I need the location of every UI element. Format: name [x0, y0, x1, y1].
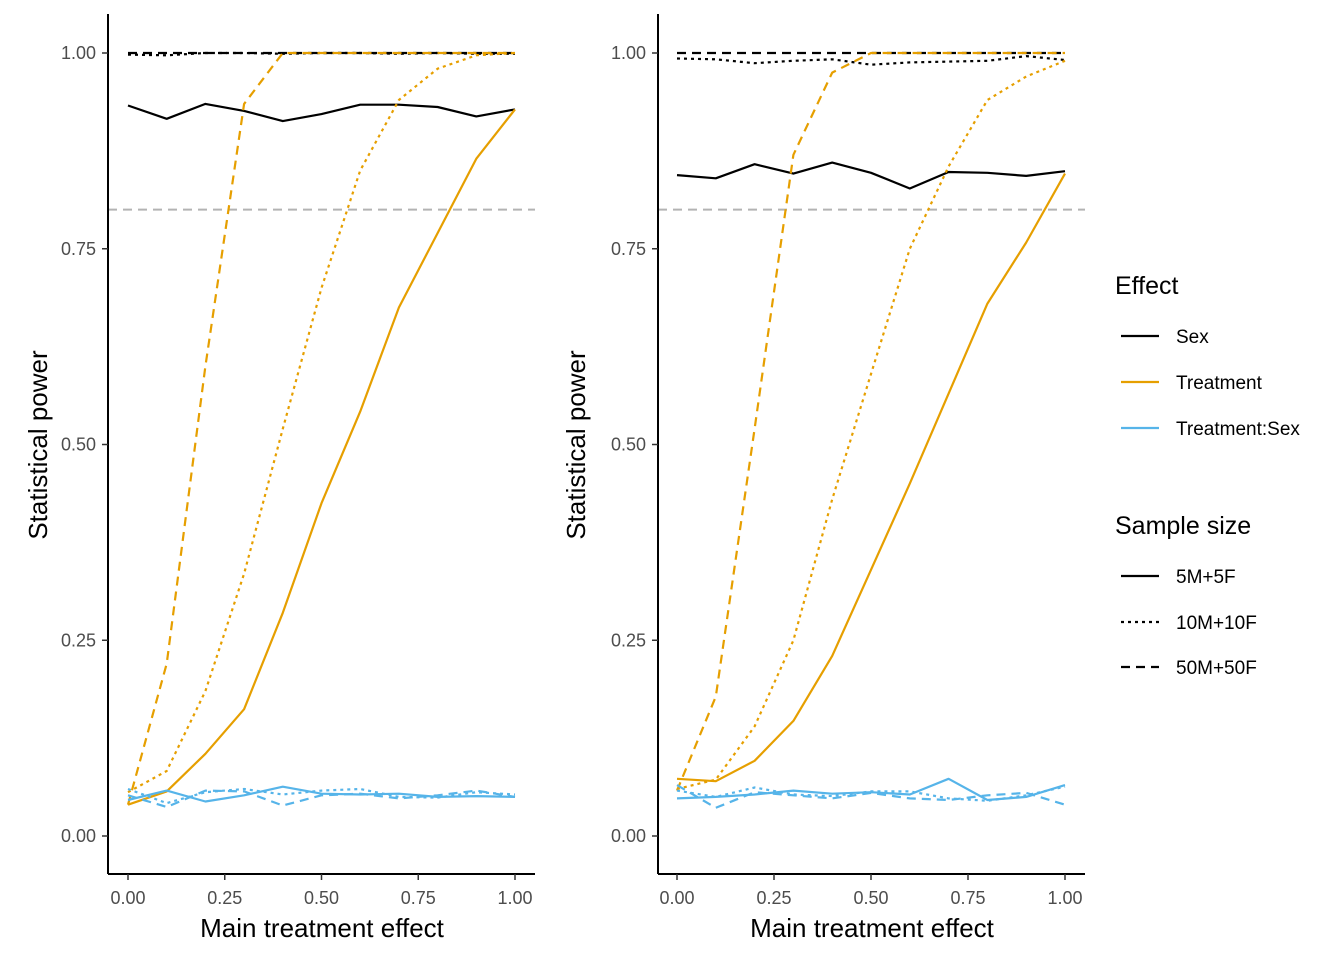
left-series-treatment-sex-5m-5f [127, 785, 516, 803]
right-series-treatment-50m-50f [675, 51, 1065, 792]
left-x-tick-label: 0.50 [304, 888, 339, 908]
right-x-tick-label: 1.00 [1047, 888, 1082, 908]
left-x-tick-label: 0.75 [401, 888, 436, 908]
left-series-treatment-50m-50f [126, 51, 515, 805]
right-y-tick-label: 1.00 [611, 43, 646, 63]
left-series-treatment-10m-10f [127, 51, 516, 794]
legend-label-50m50f: 50M+50F [1176, 658, 1257, 679]
right-x-tick-label: 0.50 [853, 888, 888, 908]
legend-effect-title: Effect [1115, 272, 1179, 300]
right-panel: 0.00 0.25 0.50 0.75 1.00 0.00 0.25 0.50 0.75 1.00… [561, 14, 1085, 943]
right-panel-axes: 0.00 0.25 0.50 0.75 1.00 0.00 0.25 0.50 0.75 1.00 [611, 14, 1085, 908]
left-panel: 0.00 0.25 0.50 0.75 1.00 0.00 0.25 0.50 0.75 1.00… [23, 14, 535, 943]
left-y-tick-label: 0.75 [61, 239, 96, 259]
legend-sample-title: Sample size [1115, 512, 1251, 540]
right-series-treatment-sex-50m-50f [676, 784, 1066, 809]
left-x-tick-label: 1.00 [497, 888, 532, 908]
legend: Effect Sex Treatment Treatment:Sex Sampl… [1115, 272, 1300, 679]
right-series-treatment-sex-5m-5f [676, 777, 1066, 802]
left-panel-y-axis-title: Statistical power [23, 350, 53, 540]
legend-label-10m10f: 10M+10F [1176, 613, 1257, 634]
right-series-sex-10m-10f [676, 54, 1066, 66]
right-series-sex-5m-5f [676, 161, 1066, 190]
left-x-tick-label: 0.00 [110, 888, 145, 908]
left-panel-axes: 0.00 0.25 0.50 0.75 1.00 0.00 0.25 0.50 0.75 1.00 [61, 14, 535, 908]
right-x-tick-label: 0.75 [950, 888, 985, 908]
right-x-tick-label: 0.00 [659, 888, 694, 908]
right-panel-series [658, 51, 1085, 809]
left-panel-series [108, 51, 535, 809]
left-y-tick-label: 1.00 [61, 43, 96, 63]
left-y-tick-label: 0.50 [61, 435, 96, 455]
right-y-tick-label: 0.75 [611, 239, 646, 259]
right-panel-y-axis-title: Statistical power [561, 350, 591, 540]
right-y-tick-label: 0.00 [611, 826, 646, 846]
left-x-tick-label: 0.25 [207, 888, 242, 908]
legend-label-treatment: Treatment [1176, 373, 1263, 394]
right-series-treatment-5m-5f [676, 173, 1066, 783]
left-panel-x-axis-title: Main treatment effect [200, 913, 445, 943]
right-y-tick-label: 0.50 [611, 435, 646, 455]
legend-label-sex: Sex [1176, 327, 1209, 348]
right-series-treatment-10m-10f [676, 59, 1066, 791]
left-y-tick-label: 0.00 [61, 826, 96, 846]
right-y-tick-label: 0.25 [611, 630, 646, 650]
right-series-treatment-sex-10m-10f [676, 785, 1066, 802]
right-x-tick-label: 0.25 [756, 888, 791, 908]
left-series-treatment-sex-10m-10f [127, 787, 516, 805]
left-y-tick-label: 0.25 [61, 630, 96, 650]
left-series-treatment-sex-50m-50f [127, 789, 516, 809]
legend-label-treatment-sex: Treatment:Sex [1176, 419, 1300, 440]
right-panel-x-axis-title: Main treatment effect [750, 913, 995, 943]
left-series-treatment-5m-5f [127, 108, 516, 806]
left-series-sex-5m-5f [127, 102, 516, 123]
legend-label-5m5f: 5M+5F [1176, 567, 1236, 588]
